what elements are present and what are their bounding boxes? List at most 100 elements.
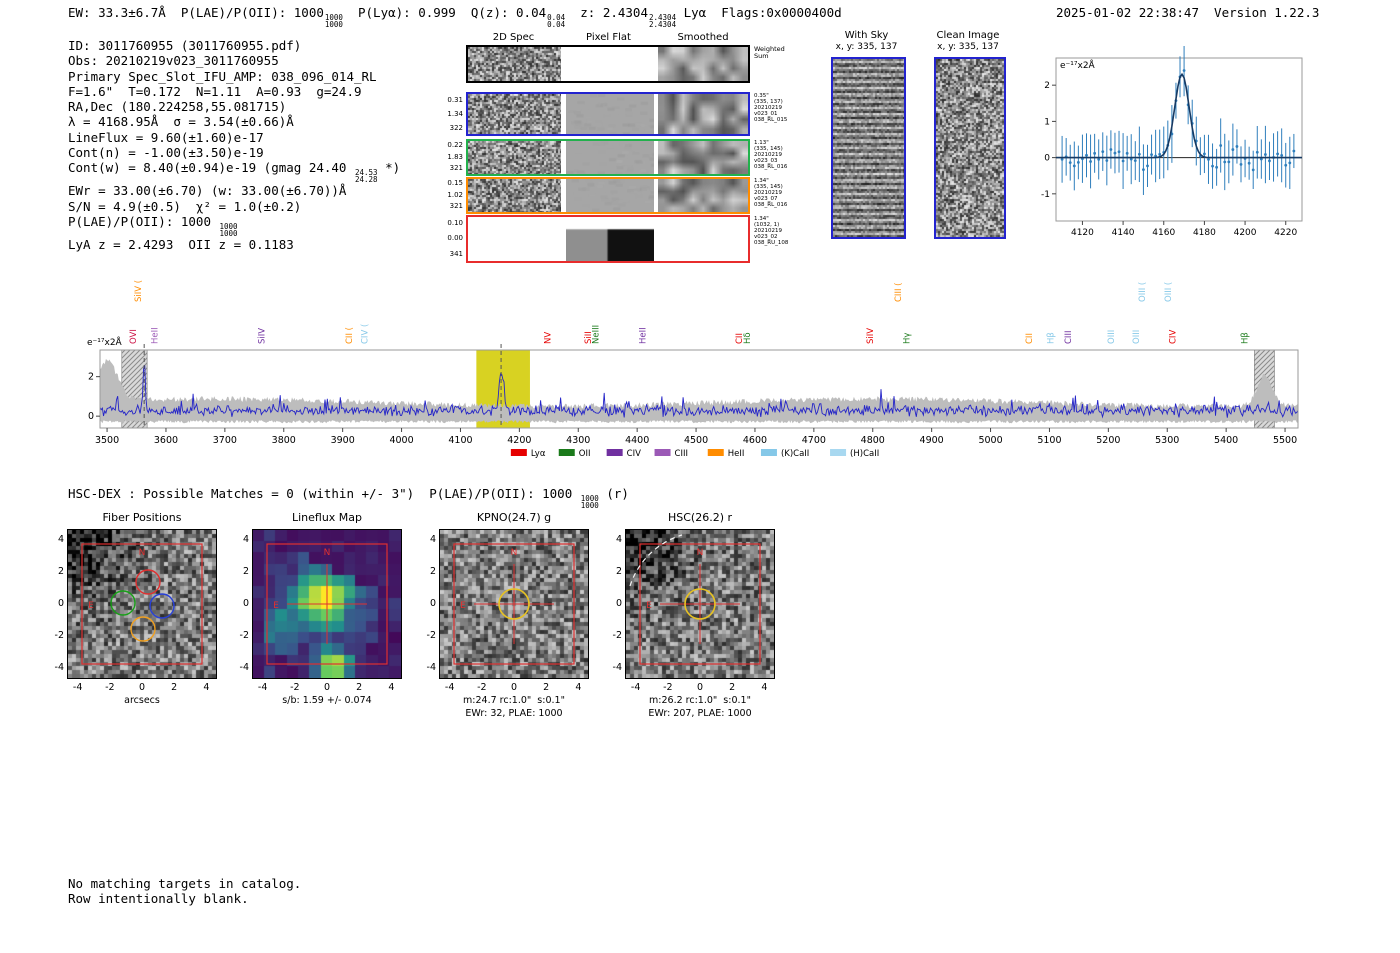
fiber-circle <box>135 569 161 595</box>
spec2d-cell-smooth-image <box>658 47 748 81</box>
sky-panel-subtitle: x, y: 335, 137 <box>937 42 999 52</box>
emission-line-label: NV <box>544 332 554 344</box>
data-point <box>1284 163 1288 167</box>
sky-panel-title: With Sky <box>844 30 889 41</box>
data-point <box>1219 144 1223 147</box>
aperture-circle <box>684 588 716 620</box>
info-line: Cont(w) = 8.40(±0.94)e-19 (gmag 24.40 24… <box>68 160 400 183</box>
legend-label: OII <box>579 449 591 459</box>
spec2d-row <box>466 215 750 263</box>
cutout-y-tick-label: 0 <box>429 598 436 609</box>
spectrum-x-tick-label: 4900 <box>920 435 944 446</box>
data-point <box>1142 168 1145 172</box>
zoom-x-tick-label: 4120 <box>1071 228 1094 238</box>
spectrum-x-tick-label: 4200 <box>507 435 531 446</box>
info-text: RA,Dec (180.224258,55.081715) <box>68 99 287 115</box>
spec2d-cell-smooth-image <box>658 141 748 174</box>
data-point <box>1125 151 1129 155</box>
spec2d-cell-flat-image <box>566 94 654 134</box>
zoom-x-tick-label: 4200 <box>1234 228 1257 238</box>
cutout-y-tick-label: -4 <box>426 662 436 674</box>
data-point <box>1089 160 1092 163</box>
info-text: S/N = 4.9(±0.5) χ² = 1.0(±0.2) <box>68 198 302 214</box>
legend-label: CIV <box>627 449 641 459</box>
header-timestamp: 2025-01-02 22:38:47 Version 1.22.3 <box>1056 5 1320 20</box>
cutout-y-tick-label: 4 <box>429 533 436 545</box>
data-point <box>1182 69 1186 72</box>
data-point <box>1227 160 1231 164</box>
full-spectrum-plot: 3500 3600 3700 3800 3900 4000 4100 4200 4300 4400… <box>87 280 1299 459</box>
data-point <box>1255 150 1259 154</box>
legend-swatch <box>654 449 671 456</box>
hsc-fraction-lower: 1000 <box>580 501 599 510</box>
spectrum-ylabel: e⁻¹⁷x2Å <box>87 336 123 348</box>
info-line: RA,Dec (180.224258,55.081715) <box>68 99 400 114</box>
spec2d-cell-noise-image <box>468 94 561 134</box>
cutout-x-tick-label: 4 <box>575 682 582 693</box>
legend-label: (H)CaII <box>850 449 879 459</box>
data-point <box>1264 153 1267 156</box>
info-fraction-lower: 1000 <box>219 228 238 238</box>
catalog-ellipse-arc <box>629 534 683 587</box>
emission-line-label: CIV ( <box>360 324 370 344</box>
spec2d-right-labels: 1.34" (1032, 1) 20210219 v023_02 038_RU_… <box>754 216 789 246</box>
spec2d-section: 2D Spec Pixel Flat Smoothed Weighted Sum 0.3… <box>443 28 808 273</box>
data-point <box>1158 152 1162 156</box>
info-fraction-lower: 24.28 <box>354 175 378 185</box>
cutout-x-tick-label: 0 <box>323 682 331 693</box>
info-fraction-upper: 1000 <box>219 221 238 231</box>
hsc-text: (r) <box>598 486 629 501</box>
detection-info-block: ID: 3011760955 (3011760955.pdf) Obs: 2021… <box>68 38 400 252</box>
cutout-image <box>68 530 216 678</box>
data-point <box>1121 159 1125 163</box>
data-point <box>1133 159 1137 163</box>
spectrum-x-tick-label: 3700 <box>213 435 237 446</box>
legend-swatch <box>606 449 623 456</box>
spec2d-cell-flat-image <box>566 141 654 174</box>
spec2d-cell-noise-image <box>468 141 561 174</box>
spectrum-x-tick-label: 5500 <box>1273 435 1297 446</box>
cutout-caption: arcsecs <box>124 695 160 706</box>
zoom-ylabel-annotation: e⁻¹⁷x2Å <box>1060 59 1096 71</box>
cutout-y-tick-label: 4 <box>615 533 622 545</box>
spectrum-x-tick-label: 4800 <box>861 435 885 446</box>
emission-line-label: OIII <box>1107 330 1117 344</box>
sky-panel-frame <box>831 57 906 239</box>
line-fit-zoom-plot: 4120 4140 4160 4180 4200 4220 -1 0 1 2 e⁻¹⁷x2Å <box>1041 46 1303 238</box>
hsc-fraction: 1000 1000 <box>580 495 599 510</box>
data-point <box>1097 158 1101 161</box>
info-line: Primary Spec_Slot_IFU_AMP: 038_096_014_R… <box>68 69 400 84</box>
legend-label: Lyα <box>531 449 546 459</box>
emission-line-label: OIII <box>1132 330 1142 344</box>
spec2d-row <box>466 177 750 214</box>
data-point <box>1150 153 1153 156</box>
data-point <box>1292 149 1296 153</box>
info-line: λ = 4168.95Å σ = 3.54(±0.66)Å <box>68 114 400 129</box>
cutout-title: HSC(26.2) r <box>667 511 733 524</box>
data-point <box>1101 150 1105 154</box>
cutout-y-tick-label: -2 <box>239 630 249 642</box>
info-text: P(LAE)/P(OII): 1000 <box>68 213 219 229</box>
east-indicator: E <box>273 601 279 611</box>
fiber-circle <box>110 590 136 616</box>
cutout-y-tick-label: 0 <box>242 598 249 609</box>
spec2d-cell-blank-image <box>468 217 561 261</box>
cutout-caption: m:24.7 rc:1.0" s:0.1" <box>463 695 565 706</box>
aperture-circle <box>498 588 530 620</box>
data-point <box>1137 152 1141 156</box>
cutout-x-tick-label: 2 <box>171 682 178 693</box>
zoom-x-tick-label: 4180 <box>1193 228 1216 238</box>
cutout-y-tick-label: -4 <box>239 662 249 674</box>
data-point <box>1085 153 1088 157</box>
extent-square <box>639 543 761 665</box>
info-line: F=1.6" T=0.172 N=1.11 A=0.93 g=24.9 <box>68 84 400 99</box>
data-point <box>1280 153 1284 157</box>
emission-line-label: Hβ <box>1047 332 1057 344</box>
info-text: Cont(n) = -1.00(±3.50)e-19 <box>68 145 264 161</box>
cutout-x-tick-label: 4 <box>761 682 768 693</box>
emission-line-label: OIII ( <box>1138 282 1148 302</box>
info-line: EWr = 33.00(±6.70) (w: 33.00(±6.70))Å <box>68 183 400 198</box>
spectrum-x-tick-label: 4100 <box>448 435 472 446</box>
data-point <box>1113 151 1117 155</box>
hsc-text: HSC-DEX : Possible Matches = 0 (within +… <box>68 486 580 501</box>
